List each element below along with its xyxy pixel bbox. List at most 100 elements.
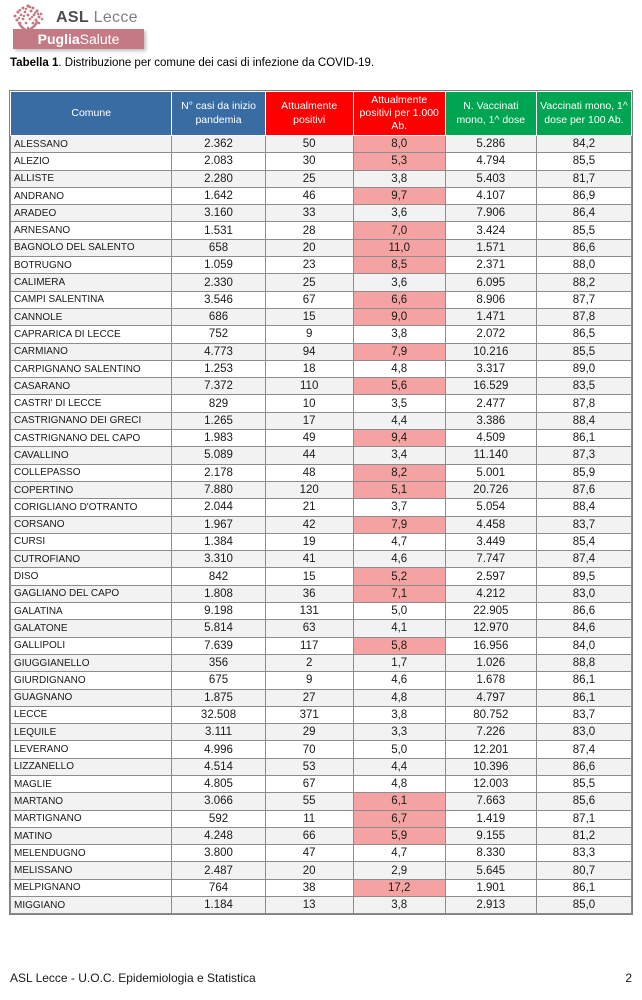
cell-casi: 592 <box>171 809 266 828</box>
table-row: GALATONE 5.814 63 4,1 12.970 84,6 <box>9 619 633 638</box>
cell-positivi: 19 <box>264 532 354 552</box>
cell-comune: GALLIPOLI <box>9 636 173 655</box>
cell-vaccinati: 7.663 <box>444 792 537 811</box>
table-row: BAGNOLO DEL SALENTO 658 20 11,0 1.571 86,6 <box>9 238 633 258</box>
cell-casi: 1.384 <box>171 532 266 552</box>
cell-casi: 1.808 <box>171 584 266 604</box>
cell-positivi: 66 <box>264 826 354 846</box>
cell-comune: GIURDIGNANO <box>9 671 173 690</box>
cell-casi: 2.330 <box>171 273 266 292</box>
cell-casi: 675 <box>171 671 266 690</box>
cell-positivi: 48 <box>264 463 354 482</box>
cell-per-100: 86,1 <box>535 671 633 690</box>
cell-per-100: 83,0 <box>535 584 633 604</box>
cell-per-1000: 4,4 <box>352 411 446 431</box>
cell-positivi: 55 <box>264 792 354 811</box>
cell-per-100: 88,0 <box>535 256 633 275</box>
table-caption: Tabella 1. Distribuzione per comune dei … <box>10 57 374 69</box>
cell-per-1000: 8,2 <box>352 463 446 482</box>
table-row: DISO 842 15 5,2 2.597 89,5 <box>9 567 633 586</box>
table-row: LECCE 32.508 371 3,8 80.752 83,7 <box>9 705 633 725</box>
cell-per-100: 83,0 <box>535 723 633 742</box>
cell-per-1000: 3,6 <box>352 273 446 292</box>
cell-positivi: 29 <box>264 723 354 742</box>
table-row: MELPIGNANO 764 38 17,2 1.901 86,1 <box>9 878 633 898</box>
puglia-salute-banner: PugliaSalute <box>13 29 144 49</box>
cell-per-1000: 8,0 <box>352 134 446 154</box>
column-header-vaccinati-per-100: Vaccinati mono, 1^ dose per 100 Ab. <box>535 91 633 136</box>
cell-per-100: 83,7 <box>535 515 633 534</box>
cell-comune: CAMPI SALENTINA <box>9 290 173 309</box>
column-header-vaccinati-mono: N. Vaccinati mono, 1^ dose <box>444 91 537 136</box>
cell-per-100: 81,7 <box>535 169 633 188</box>
cell-comune: GALATONE <box>9 619 173 638</box>
cell-vaccinati: 5.286 <box>444 134 537 154</box>
cell-per-100: 86,1 <box>535 688 633 707</box>
cell-positivi: 371 <box>264 705 354 725</box>
cell-vaccinati: 2.477 <box>444 394 537 413</box>
cell-per-1000: 4,8 <box>352 688 446 707</box>
cell-comune: CORSANO <box>9 515 173 534</box>
cell-vaccinati: 4.458 <box>444 515 537 534</box>
cell-per-100: 89,5 <box>535 567 633 586</box>
cell-casi: 842 <box>171 567 266 586</box>
cell-comune: BOTRUGNO <box>9 256 173 275</box>
table-row: MARTIGNANO 592 11 6,7 1.419 87,1 <box>9 809 633 828</box>
cell-casi: 1.253 <box>171 359 266 379</box>
cell-vaccinati: 4.794 <box>444 152 537 171</box>
cell-positivi: 53 <box>264 757 354 776</box>
cell-per-1000: 7,9 <box>352 342 446 361</box>
cell-vaccinati: 4.509 <box>444 429 537 448</box>
cell-comune: CALIMERA <box>9 273 173 292</box>
cell-positivi: 11 <box>264 809 354 828</box>
banner-rest-text: Salute <box>79 31 120 47</box>
cell-comune: LIZZANELLO <box>9 757 173 776</box>
table-row: MELISSANO 2.487 20 2,9 5.645 80,7 <box>9 861 633 880</box>
cell-positivi: 46 <box>264 186 354 206</box>
cell-vaccinati: 7.906 <box>444 204 537 223</box>
cell-casi: 2.178 <box>171 463 266 482</box>
table-row: CAMPI SALENTINA 3.546 67 6,6 8.906 87,7 <box>9 290 633 309</box>
cell-positivi: 49 <box>264 429 354 448</box>
cell-casi: 2.362 <box>171 134 266 154</box>
cell-comune: ALESSANO <box>9 134 173 154</box>
cell-per-100: 83,3 <box>535 844 633 863</box>
cell-per-1000: 4,7 <box>352 532 446 552</box>
cell-per-1000: 4,6 <box>352 550 446 569</box>
cell-positivi: 17 <box>264 411 354 431</box>
cell-comune: CURSI <box>9 532 173 552</box>
cell-positivi: 131 <box>264 602 354 621</box>
cell-positivi: 67 <box>264 290 354 309</box>
cell-positivi: 36 <box>264 584 354 604</box>
cell-vaccinati: 80.752 <box>444 705 537 725</box>
footer-department-text: ASL Lecce - U.O.C. Epidemiologia e Stati… <box>10 971 256 985</box>
table-row: LEVERANO 4.996 70 5,0 12.201 87,4 <box>9 740 633 759</box>
cell-per-1000: 2,9 <box>352 861 446 880</box>
table-row: CASTRIGNANO DEI GRECI 1.265 17 4,4 3.386 88,4 <box>9 411 633 431</box>
table-row: LIZZANELLO 4.514 53 4,4 10.396 86,6 <box>9 757 633 776</box>
cell-positivi: 25 <box>264 273 354 292</box>
cell-per-100: 88,4 <box>535 411 633 431</box>
cell-vaccinati: 3.424 <box>444 221 537 240</box>
cell-casi: 3.111 <box>171 723 266 742</box>
cell-per-1000: 3,4 <box>352 446 446 465</box>
cell-vaccinati: 5.645 <box>444 861 537 880</box>
cell-comune: CASARANO <box>9 377 173 396</box>
cell-casi: 1.967 <box>171 515 266 534</box>
cell-positivi: 94 <box>264 342 354 361</box>
table-row: CORSANO 1.967 42 7,9 4.458 83,7 <box>9 515 633 534</box>
cell-positivi: 44 <box>264 446 354 465</box>
cell-comune: GUAGNANO <box>9 688 173 707</box>
cell-comune: CANNOLE <box>9 307 173 327</box>
cell-per-1000: 5,2 <box>352 567 446 586</box>
table-row: CURSI 1.384 19 4,7 3.449 85,4 <box>9 532 633 552</box>
cell-casi: 2.487 <box>171 861 266 880</box>
cell-comune: CAPRARICA DI LECCE <box>9 325 173 344</box>
cell-vaccinati: 22.905 <box>444 602 537 621</box>
cell-vaccinati: 10.396 <box>444 757 537 776</box>
table-row: MARTANO 3.066 55 6,1 7.663 85,6 <box>9 792 633 811</box>
cell-comune: GAGLIANO DEL CAPO <box>9 584 173 604</box>
cell-per-100: 86,6 <box>535 602 633 621</box>
table-row: CARMIANO 4.773 94 7,9 10.216 85,5 <box>9 342 633 361</box>
cell-positivi: 23 <box>264 256 354 275</box>
